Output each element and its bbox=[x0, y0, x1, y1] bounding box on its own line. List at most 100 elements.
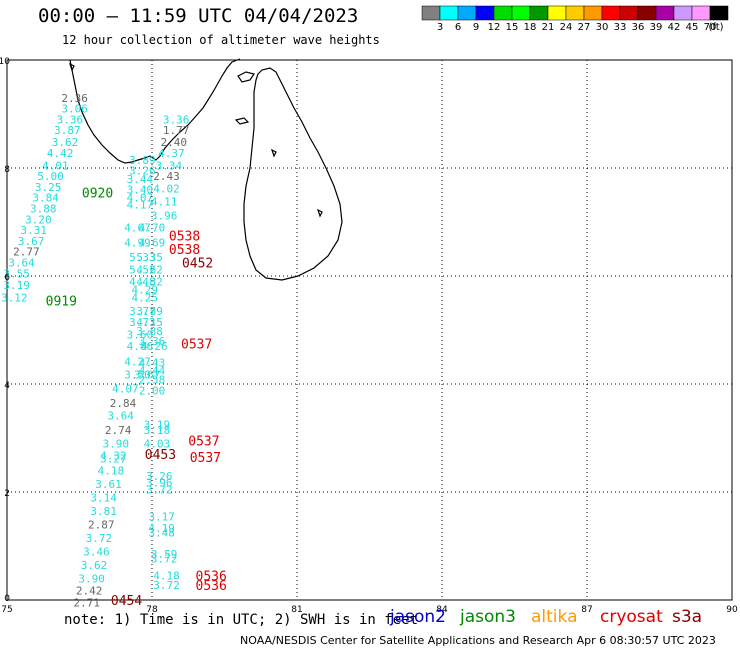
pass-time-label: 0454 bbox=[111, 594, 142, 609]
lon-tick-label: 78 bbox=[146, 605, 158, 615]
wave-height-value: 3.55 bbox=[3, 267, 30, 280]
colorbar-swatch bbox=[691, 5, 711, 21]
lon-tick-label: 81 bbox=[291, 605, 302, 615]
colorbar-tick-label: 24 bbox=[559, 22, 573, 33]
wave-height-value: 4.25 bbox=[132, 292, 159, 305]
wave-height-value: 3.59 bbox=[151, 548, 178, 561]
wave-height-value: 3.96 bbox=[146, 476, 173, 489]
axis-tick-labels: 75 78 81 84 87 90 0 2 4 6 8 10 bbox=[0, 57, 738, 615]
wave-height-value: 3.44 bbox=[127, 173, 154, 186]
pass-time-label: 0538 bbox=[169, 230, 200, 245]
colorbar-swatch bbox=[655, 5, 675, 21]
wave-height-value: 4.99 bbox=[124, 237, 151, 250]
colorbar-swatch bbox=[475, 5, 495, 21]
wave-height-value: 4.19 bbox=[148, 522, 175, 535]
wave-height-value: 3.96 bbox=[151, 210, 178, 223]
lat-tick-label: 0 bbox=[4, 594, 10, 604]
colorbar-tick-label: 27 bbox=[577, 22, 591, 33]
wave-height-value: 3.64 bbox=[107, 409, 134, 422]
wave-height-value: 3.72 bbox=[151, 552, 178, 565]
colorbar-tick-label: (ft) bbox=[708, 22, 724, 33]
wave-height-value: 5.35 bbox=[136, 251, 163, 264]
mission-legend-altika: altika bbox=[531, 607, 578, 627]
wave-height-value: 3.27 bbox=[100, 453, 127, 466]
wave-height-value: 3.17 bbox=[148, 510, 175, 523]
wave-height-value: 3.67 bbox=[134, 368, 161, 381]
pass-time-label: 0536 bbox=[196, 579, 227, 594]
wave-height-value: 3.20 bbox=[25, 213, 52, 226]
lon-tick-label: 84 bbox=[436, 605, 448, 615]
wave-height-value: 3.12 bbox=[1, 292, 28, 305]
colorbar-swatch bbox=[709, 5, 729, 21]
wave-height-value: 3.88 bbox=[30, 203, 57, 216]
wave-height-value: 2.84 bbox=[110, 397, 137, 410]
wave-height-colorbar bbox=[421, 5, 729, 21]
colorbar-tick-label: 21 bbox=[541, 22, 555, 33]
lon-tick-label: 75 bbox=[1, 605, 12, 615]
colorbar-tick-label: 42 bbox=[667, 22, 681, 33]
mission-legend-jason3: jason3 bbox=[460, 607, 516, 627]
wave-height-value: 4.11 bbox=[151, 195, 178, 208]
wave-height-value: 4.37 bbox=[158, 147, 185, 160]
colorbar-tick-label: 39 bbox=[649, 22, 663, 33]
colorbar-tick-label: 9 bbox=[472, 22, 480, 33]
wave-height-value: 3.67 bbox=[18, 235, 45, 248]
pass-time-label: 0452 bbox=[182, 257, 213, 272]
wave-height-value: 4.07 bbox=[127, 192, 154, 205]
colorbar-swatch bbox=[547, 5, 567, 21]
wave-height-values: 2.363.063.363.873.624.424.015.003.253.84… bbox=[1, 92, 189, 610]
colorbar-tick-label: 45 bbox=[685, 22, 699, 33]
lat-tick-label: 8 bbox=[4, 165, 10, 175]
wave-height-value: 3.19 bbox=[3, 279, 30, 292]
lon-tick-label: 90 bbox=[726, 605, 738, 615]
wave-height-value: 3.48 bbox=[148, 527, 175, 540]
wave-height-value: 3.26 bbox=[129, 165, 156, 178]
colorbar-swatch bbox=[421, 5, 441, 21]
wave-height-value: 3.46 bbox=[83, 545, 110, 558]
wave-height-value: 4.69 bbox=[139, 237, 166, 250]
small-island bbox=[316, 208, 323, 218]
colorbar-swatch bbox=[673, 5, 693, 21]
plot-frame bbox=[6, 59, 733, 601]
colorbar-swatch bbox=[565, 5, 585, 21]
wave-height-value: 3.89 bbox=[136, 305, 163, 318]
wave-height-value: 4.15 bbox=[136, 316, 163, 329]
wave-height-value: 3.72 bbox=[153, 579, 180, 592]
wave-height-value: 4.43 bbox=[139, 356, 166, 369]
india-coastline bbox=[69, 58, 241, 164]
wave-height-value: 4.03 bbox=[144, 437, 171, 450]
mission-legend-s3a: s3a bbox=[672, 607, 703, 627]
lon-tick-label: 87 bbox=[581, 605, 592, 615]
pass-time-label: 0537 bbox=[181, 338, 212, 353]
colorbar-swatch bbox=[619, 5, 639, 21]
wave-height-value: 2.42 bbox=[76, 584, 103, 597]
wave-height-value: 4.02 bbox=[153, 183, 180, 196]
wave-height-value: 3.36 bbox=[163, 113, 190, 126]
wave-height-value: 3.50 bbox=[124, 368, 151, 381]
wave-height-value: 3.72 bbox=[86, 532, 113, 545]
colorbar-swatch bbox=[529, 5, 549, 21]
pass-time-label: 0537 bbox=[188, 435, 219, 450]
colorbar-tick-label: 33 bbox=[613, 22, 627, 33]
colorbar-tick-label: 18 bbox=[523, 22, 537, 33]
wave-height-value: 3.31 bbox=[20, 224, 47, 237]
lat-tick-label: 4 bbox=[4, 381, 10, 391]
wave-height-value: 4.27 bbox=[124, 355, 151, 368]
sri-lanka-coastline bbox=[243, 67, 343, 281]
wave-height-value: 3.62 bbox=[81, 559, 108, 572]
wave-height-value: 3.34 bbox=[156, 159, 183, 172]
wave-height-value: 3.90 bbox=[103, 437, 130, 450]
wave-height-value: 4.62 bbox=[136, 264, 163, 277]
coastline bbox=[68, 58, 343, 281]
colorbar-tick-label: 15 bbox=[505, 22, 519, 33]
pass-time-label: 0537 bbox=[190, 451, 221, 466]
colorbar-swatch bbox=[601, 5, 621, 21]
wave-height-value: 2.36 bbox=[61, 92, 88, 105]
colorbar-tick-label: 3 bbox=[436, 22, 444, 33]
small-island bbox=[68, 62, 75, 72]
wave-height-value: 4.42 bbox=[47, 147, 74, 160]
footer-credit: NOAA/NESDIS Center for Satellite Applica… bbox=[240, 634, 716, 647]
wave-height-value: 4.07 bbox=[112, 382, 139, 395]
wave-height-value: 2.71 bbox=[74, 597, 101, 610]
